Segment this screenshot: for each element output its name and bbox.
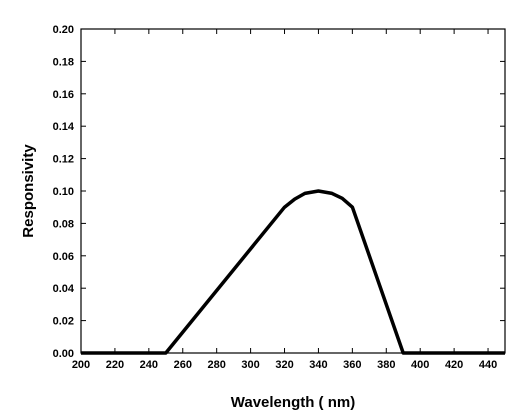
y-tick-label: 0.00 [53, 348, 74, 360]
y-tick-label: 0.12 [53, 154, 74, 166]
series-layer [81, 189, 505, 355]
y-axis-ticks: 0.00 0.02 0.04 0.06 0.08 0.10 0.12 0.14 0.16 0.18… [53, 24, 505, 360]
y-tick-label: 0.04 [53, 283, 75, 295]
y-tick-label: 0.14 [53, 121, 75, 133]
y-tick-label: 0.16 [53, 89, 74, 101]
x-axis-title: Wavelength ( nm) [231, 394, 355, 411]
x-tick-label: 300 [241, 359, 259, 371]
plot-area [80, 28, 506, 354]
x-tick-label: 360 [343, 359, 361, 371]
x-tick-label: 440 [479, 359, 497, 371]
x-tick-label: 340 [309, 359, 327, 371]
y-tick-label: 0.06 [53, 251, 74, 263]
x-tick-label: 280 [208, 359, 226, 371]
x-tick-label: 380 [377, 359, 395, 371]
x-tick-label: 260 [174, 359, 192, 371]
x-axis-ticks: 200 220 240 260 280 300 320 340 360 380 400 420 440 [72, 29, 497, 371]
x-tick-label: 220 [106, 359, 124, 371]
y-tick-label: 0.10 [53, 186, 74, 198]
y-axis-title: Responsivity [20, 144, 37, 238]
x-tick-label: 420 [445, 359, 463, 371]
x-tick-label: 200 [72, 359, 90, 371]
x-tick-label: 240 [140, 359, 158, 371]
y-tick-label: 0.18 [53, 56, 74, 68]
y-tick-label: 0.08 [53, 218, 74, 230]
y-tick-label: 0.02 [53, 316, 74, 328]
y-tick-label: 0.20 [53, 24, 74, 36]
x-tick-label: 320 [275, 359, 293, 371]
responsivity-series-line [81, 189, 505, 355]
x-tick-label: 400 [411, 359, 429, 371]
